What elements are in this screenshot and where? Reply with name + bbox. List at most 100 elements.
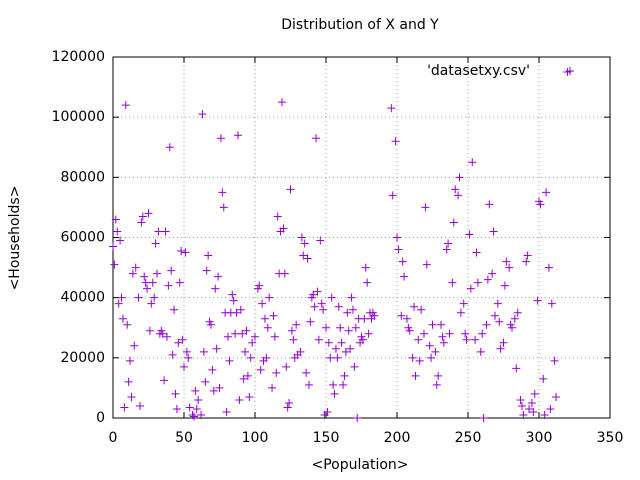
- point: [282, 362, 291, 371]
- point: [361, 263, 370, 272]
- point: [263, 323, 272, 332]
- point: [113, 227, 122, 236]
- point: [153, 269, 162, 278]
- point: [185, 403, 194, 412]
- point: [410, 302, 419, 311]
- point: [268, 383, 277, 392]
- point: [466, 284, 475, 293]
- point: [393, 233, 401, 242]
- point: [161, 227, 170, 236]
- point: [212, 344, 221, 353]
- point: [500, 281, 509, 290]
- point: [431, 347, 440, 356]
- point: [286, 185, 295, 194]
- point: [339, 380, 348, 389]
- point: [344, 326, 353, 335]
- point: [525, 404, 534, 413]
- point: [483, 275, 492, 284]
- point: [297, 233, 306, 242]
- point: [437, 320, 446, 329]
- point: [127, 392, 136, 401]
- point: [438, 332, 447, 341]
- point: [285, 398, 294, 407]
- point: [387, 104, 396, 113]
- point: [218, 188, 227, 197]
- point: [242, 326, 251, 335]
- point: [138, 212, 147, 221]
- point: [251, 332, 259, 341]
- point: [260, 314, 269, 323]
- point: [358, 335, 367, 344]
- point: [461, 329, 470, 338]
- point: [206, 320, 215, 329]
- point: [489, 227, 498, 236]
- point: [343, 308, 352, 317]
- point: [116, 236, 125, 245]
- point: [512, 364, 521, 373]
- point: [172, 404, 181, 413]
- point: [517, 401, 526, 410]
- point: [540, 410, 549, 419]
- point: [414, 335, 423, 344]
- point: [143, 284, 152, 293]
- point: [444, 239, 453, 248]
- point: [287, 326, 296, 335]
- x-axis-label: <Population>: [311, 457, 408, 473]
- point: [135, 401, 144, 410]
- point: [496, 344, 505, 353]
- point: [231, 329, 240, 338]
- point: [542, 188, 551, 197]
- point: [462, 335, 471, 344]
- point: [400, 272, 409, 281]
- point: [495, 317, 504, 326]
- point: [425, 341, 434, 350]
- point: [454, 191, 463, 200]
- point: [151, 239, 160, 248]
- chart-title: Distribution of X and Y: [281, 17, 439, 33]
- point: [523, 251, 532, 260]
- point: [417, 305, 426, 314]
- point: [118, 314, 127, 323]
- point: [334, 302, 343, 311]
- point: [204, 251, 213, 260]
- point: [347, 293, 356, 302]
- point: [324, 338, 333, 347]
- point: [530, 389, 539, 398]
- point: [134, 293, 143, 302]
- point: [124, 377, 133, 386]
- point: [422, 260, 431, 269]
- point: [529, 407, 538, 416]
- y-tick-label: 0: [96, 410, 105, 426]
- point: [198, 110, 207, 119]
- point: [188, 410, 197, 419]
- point: [191, 386, 200, 395]
- point: [313, 287, 322, 296]
- point: [194, 395, 203, 404]
- point: [323, 407, 332, 416]
- point: [145, 326, 154, 335]
- point: [296, 347, 305, 356]
- point: [258, 299, 267, 308]
- point: [162, 332, 171, 341]
- point: [280, 269, 289, 278]
- point: [114, 299, 123, 308]
- point: [222, 407, 231, 416]
- point: [432, 380, 441, 389]
- point: [216, 134, 225, 143]
- point: [451, 185, 460, 194]
- point: [421, 203, 430, 212]
- point: [209, 386, 218, 395]
- point: [137, 218, 146, 227]
- y-axis-label: <Households>: [7, 186, 23, 291]
- point: [546, 404, 555, 413]
- point: [473, 278, 482, 287]
- point: [147, 299, 156, 308]
- point: [459, 299, 468, 308]
- point: [192, 404, 201, 413]
- point: [199, 347, 208, 356]
- point: [397, 311, 406, 320]
- point: [219, 203, 228, 212]
- point: [300, 239, 309, 248]
- point: [239, 374, 248, 383]
